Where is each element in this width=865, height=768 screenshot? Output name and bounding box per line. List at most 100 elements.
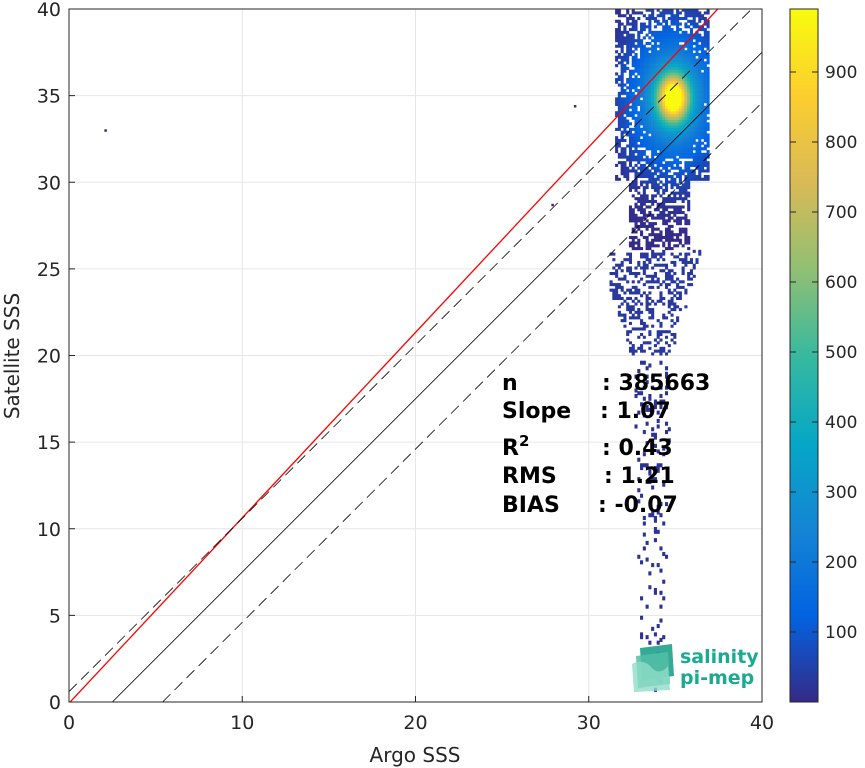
density-cell [628, 205, 633, 209]
density-cell [637, 16, 641, 21]
density-cell [692, 19, 696, 23]
density-cell [628, 44, 633, 48]
density-cell [609, 283, 613, 287]
density-cell [640, 319, 644, 323]
density-cell [670, 238, 674, 242]
density-cell [626, 280, 630, 284]
density-cell [662, 30, 666, 34]
density-cell [667, 119, 671, 123]
density-cell [642, 122, 646, 126]
density-cell [664, 285, 669, 289]
density-cell [631, 235, 635, 240]
density-cell [648, 77, 652, 82]
density-cell [695, 111, 699, 115]
density-cell [662, 53, 666, 57]
density-cell [626, 102, 630, 106]
density-cell [676, 30, 680, 34]
density-cell [673, 125, 677, 129]
density-cell [695, 97, 699, 101]
density-cell [634, 302, 638, 306]
density-cell [617, 30, 621, 34]
density-cell [667, 89, 671, 93]
density-cell [673, 152, 677, 156]
density-cell [670, 91, 674, 95]
density-cell [662, 11, 666, 15]
density-cell [664, 144, 669, 148]
density-cell [667, 438, 671, 443]
density-cell [692, 61, 696, 65]
density-cell [651, 127, 655, 131]
density-cell [631, 108, 635, 112]
density-cell [670, 233, 674, 237]
density-cell [692, 69, 696, 73]
density-cell [620, 147, 624, 151]
density-cell [659, 230, 663, 234]
density-cell [640, 463, 644, 468]
density-cell [684, 16, 688, 21]
density-cell [667, 427, 671, 432]
density-cell [684, 180, 688, 184]
density-cell [701, 177, 705, 181]
density-cell [689, 89, 693, 93]
density-cell [698, 163, 702, 167]
density-cell [659, 590, 663, 595]
density-cell [676, 28, 680, 32]
density-cell [656, 252, 660, 256]
density-cell [645, 194, 649, 198]
density-cell [634, 219, 638, 223]
density-cell [623, 100, 627, 104]
density-cell [678, 83, 682, 87]
density-cell [656, 111, 660, 115]
density-cell [620, 36, 624, 40]
density-cell [706, 89, 710, 93]
density-cell [681, 30, 685, 34]
density-cell [659, 186, 663, 190]
density-cell [670, 69, 674, 73]
density-cell [640, 30, 644, 34]
density-cell [631, 349, 635, 353]
density-cell [698, 77, 702, 82]
density-cell [659, 41, 663, 45]
density-cell [678, 291, 682, 295]
density-cell [667, 288, 671, 292]
density-cell [667, 144, 671, 148]
density-cell [687, 9, 691, 12]
density-cell [659, 147, 663, 151]
density-cell [662, 72, 666, 76]
density-cell [670, 83, 674, 87]
density-cell [689, 133, 693, 137]
density-cell [676, 58, 680, 62]
density-cell [667, 277, 671, 281]
density-cell [670, 11, 674, 15]
density-cell [656, 77, 660, 82]
stat-label-n: n [502, 371, 518, 396]
density-cell [703, 11, 707, 15]
density-cell [678, 58, 682, 62]
density-cell [673, 280, 677, 284]
density-cell [659, 130, 663, 134]
density-cell [637, 260, 641, 264]
density-cell [631, 213, 635, 217]
density-cell [617, 119, 621, 123]
density-cell [698, 130, 702, 134]
density-cell [631, 133, 635, 137]
density-cell [659, 58, 663, 62]
density-cell [673, 155, 677, 159]
density-cell [701, 116, 705, 120]
density-cell [703, 91, 707, 95]
density-cell [634, 424, 638, 429]
density-cell [692, 133, 696, 137]
density-cell [698, 83, 702, 87]
density-cell [640, 25, 644, 29]
density-cell [651, 64, 655, 68]
density-cell [667, 39, 671, 43]
density-cell [653, 349, 657, 353]
density-cell [656, 127, 660, 131]
density-cell [628, 89, 633, 93]
density-cell [678, 125, 682, 129]
density-cell [645, 341, 649, 345]
density-cell [670, 155, 674, 159]
density-cell [656, 72, 660, 76]
density-cell [642, 166, 646, 170]
density-cell [676, 102, 680, 106]
